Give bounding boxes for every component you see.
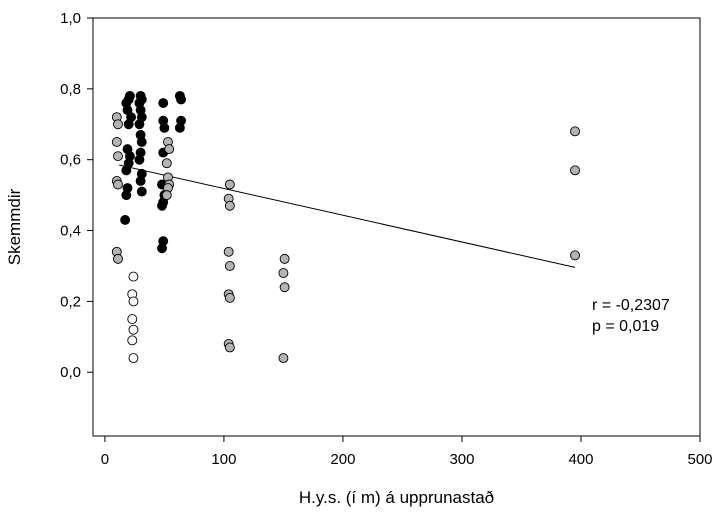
data-point-black (121, 190, 132, 201)
y-tick-label: 0,6 (60, 152, 81, 169)
y-tick-label: 0,0 (60, 364, 81, 381)
data-point-grey (570, 165, 580, 176)
data-point-black (157, 200, 167, 211)
x-tick-label: 500 (687, 451, 712, 468)
data-point-grey (224, 292, 235, 303)
data-point-black (157, 243, 167, 254)
data-point-black (136, 186, 147, 197)
data-points (111, 90, 580, 364)
data-point-black (135, 175, 146, 186)
data-point-grey (161, 158, 172, 169)
data-point-black (159, 122, 170, 133)
p-value-label: p = 0,019 (592, 318, 659, 335)
plot-border (92, 17, 701, 437)
data-point-grey (113, 151, 123, 162)
data-point-grey (279, 253, 290, 264)
y-tick-label: 0,2 (60, 293, 81, 310)
data-point-grey (161, 190, 172, 201)
data-point-grey (570, 126, 580, 137)
data-point-grey (113, 119, 123, 130)
y-tick-label: 0,4 (60, 223, 81, 240)
data-point-black (158, 98, 169, 108)
y-axis: 0,0 0,2 0,4 0,6 0,8 1,0 (60, 10, 93, 381)
data-point-grey (570, 250, 580, 261)
data-point-black (123, 119, 134, 130)
data-point-black (120, 214, 131, 225)
regression-line (119, 164, 576, 268)
data-point-black (174, 122, 185, 133)
data-point-white (128, 296, 139, 307)
data-point-grey (224, 261, 235, 271)
data-point-black (136, 137, 147, 147)
x-tick-label: 0 (101, 451, 109, 468)
x-axis-title: H.y.s. (í m) á upprunastað (299, 488, 494, 507)
data-point-black (176, 94, 187, 105)
data-point-white (127, 314, 138, 325)
data-point-white (128, 353, 139, 364)
data-point-white (128, 271, 139, 282)
data-point-grey (223, 246, 234, 257)
data-point-black (134, 119, 145, 130)
plot-frame (92, 17, 701, 437)
data-point-black (136, 94, 147, 105)
data-point-grey (278, 268, 289, 279)
data-point-white (127, 335, 138, 346)
x-axis: 0 100 200 300 400 500 (101, 436, 713, 468)
data-point-grey (113, 179, 123, 190)
x-tick-label: 200 (330, 451, 355, 468)
data-point-black (134, 154, 145, 165)
regression-line-group (119, 164, 576, 268)
data-point-black (121, 165, 132, 176)
data-point-grey (224, 179, 235, 190)
data-point-white (128, 324, 139, 335)
data-point-grey (224, 342, 235, 353)
y-tick-label: 0,8 (60, 81, 81, 98)
data-point-grey (279, 282, 290, 293)
x-tick-label: 300 (449, 451, 474, 468)
data-point-grey (224, 200, 235, 211)
x-tick-label: 100 (211, 451, 236, 468)
data-point-grey (278, 353, 289, 364)
data-point-grey (111, 137, 122, 147)
y-tick-label: 1,0 (60, 10, 81, 27)
data-point-black (124, 90, 135, 101)
data-point-grey (164, 144, 175, 155)
correlation-r-label: r = -0,2307 (592, 297, 670, 314)
x-tick-label: 400 (568, 451, 593, 468)
data-point-grey (113, 253, 123, 264)
y-axis-title: Skemmdir (5, 188, 24, 265)
